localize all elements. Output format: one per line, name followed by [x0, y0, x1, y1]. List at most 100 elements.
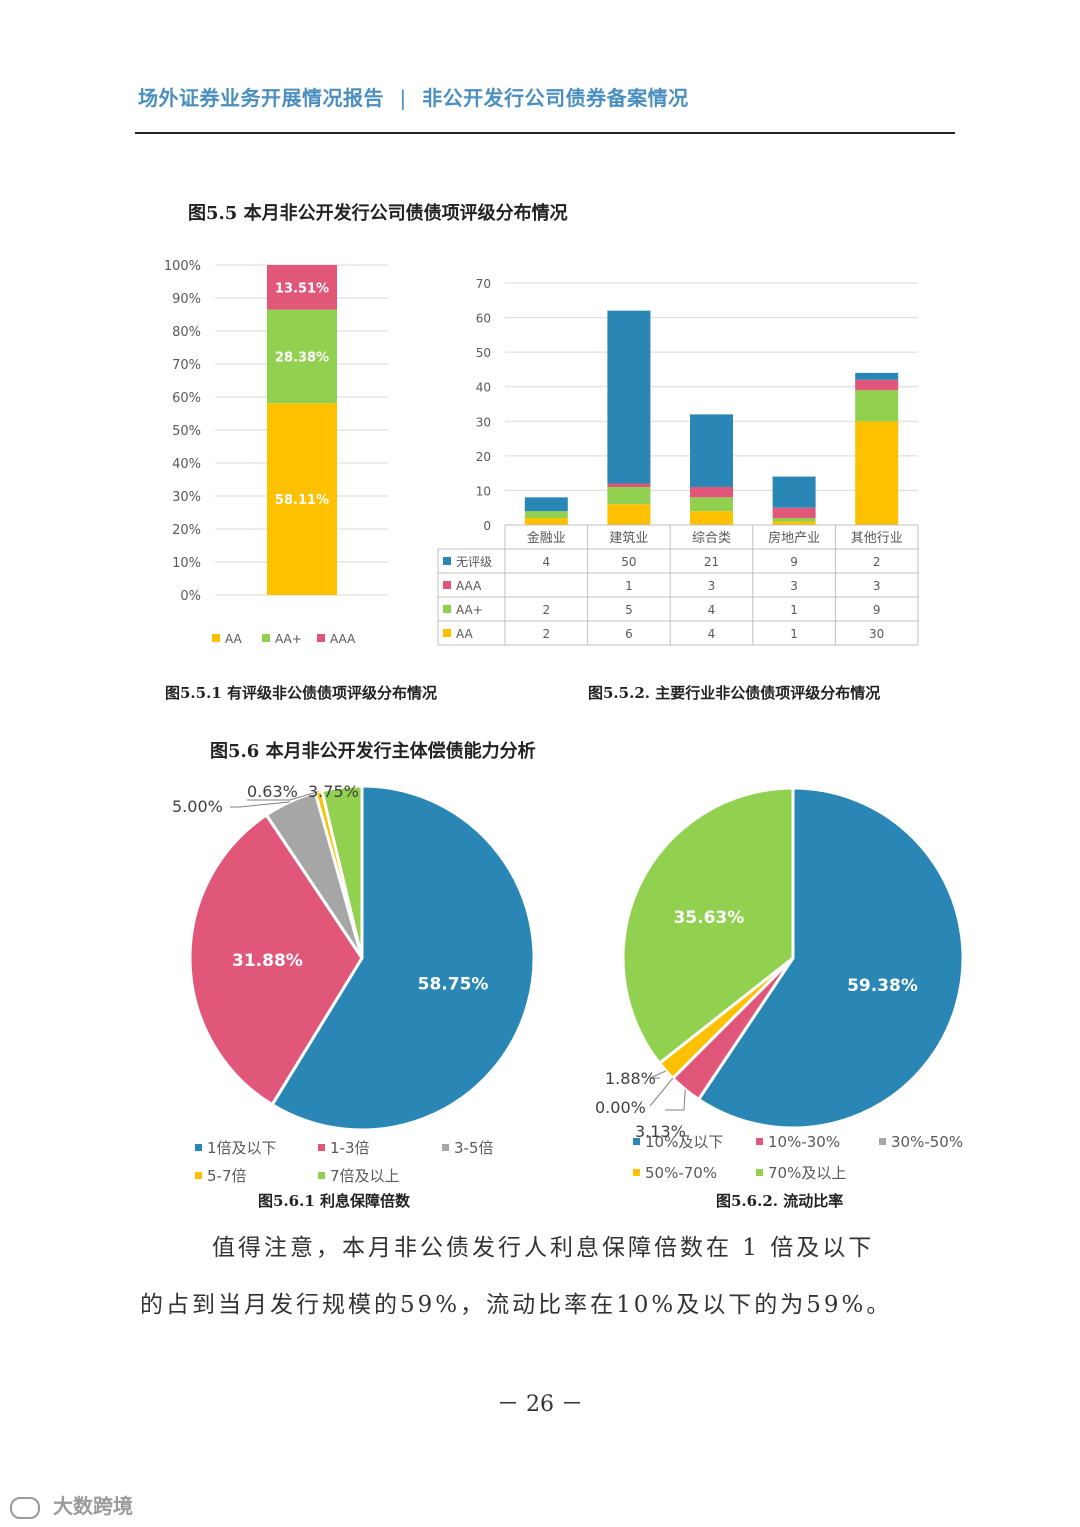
y-tick-label: 10% [172, 556, 201, 571]
bar-segment [607, 486, 651, 505]
legend-swatch [212, 634, 220, 642]
bar-segment [855, 379, 899, 391]
legend-label: 7倍及以上 [330, 1167, 400, 1185]
pie-data-label: 59.38% [847, 976, 918, 996]
table-cell: 2 [542, 603, 550, 617]
table-legend-swatch [443, 605, 451, 613]
x-tick-label: 房地产业 [768, 530, 820, 546]
table-cell: 3 [873, 579, 881, 593]
y-tick-label: 40% [172, 457, 201, 472]
legend-label: 30%-50% [891, 1133, 963, 1151]
legend-swatch [633, 1138, 640, 1145]
figure-5-5-2-caption: 图5.5.2. 主要行业非公债债项评级分布情况 [588, 684, 881, 702]
legend-label: AAA [330, 632, 356, 646]
table-cell: 3 [790, 579, 798, 593]
pie-data-label: 5.00% [172, 797, 223, 816]
legend-swatch [262, 634, 270, 642]
y-tick-label: 20% [172, 523, 201, 538]
legend-label: 3-5倍 [454, 1139, 494, 1157]
y-tick-label: 30 [476, 415, 491, 429]
table-series-label: 无评级 [456, 555, 492, 569]
legend-label: 10%及以下 [645, 1133, 723, 1151]
interest-coverage-slices [188, 784, 536, 1132]
x-tick-label: 金融业 [527, 530, 566, 546]
pie-data-label: 31.88% [232, 951, 303, 971]
y-tick-label: 10 [476, 484, 491, 498]
bar-segment [607, 310, 651, 484]
y-tick-label: 20 [476, 450, 491, 464]
watermark-logo-icon [10, 1496, 40, 1519]
table-legend-swatch [443, 629, 451, 637]
pie-data-label: 1.88% [605, 1069, 656, 1088]
table-cell: 2 [542, 627, 550, 641]
x-tick-label: 建筑业 [609, 530, 648, 546]
bar-segment-aaa [267, 265, 337, 310]
bar-segment [855, 372, 899, 380]
rating-stack-chart: 0% 10% 20% 30% 40% 50% 60% 70% 80% 90% 100% 58.11%… [164, 259, 388, 646]
bar-segment [855, 390, 899, 422]
header-title: 场外证券业务开展情况报告 | 非公开发行公司债券备案情况 [138, 82, 689, 111]
legend-label: 70%及以上 [768, 1164, 846, 1182]
pie-data-label: 35.63% [673, 908, 744, 928]
table-series-label: AAA [456, 579, 482, 593]
table-series-label: AA [456, 627, 474, 641]
bar-segment-aa [267, 403, 337, 595]
interest-coverage-labels: 58.75% 31.88% 5.00% 0.63% 3.75% [172, 782, 488, 995]
y-tick-label: 90% [172, 292, 201, 307]
y-tick-label: 70% [172, 358, 201, 373]
x-tick-label: 其他行业 [851, 531, 903, 546]
y-tick-label: 70 [476, 277, 491, 291]
bar-segment [690, 511, 733, 525]
table-cell: 9 [873, 603, 881, 617]
table-cell: 21 [704, 555, 719, 569]
pie-slice [621, 786, 795, 1066]
leader-line [649, 1077, 674, 1107]
paragraph-line-1: 值得注意，本月非公债发行人利息保障倍数在 1 倍及以下 [212, 1235, 875, 1261]
paragraph-line-2: 的占到当月发行规模的59%，流动比率在10%及以下的为59%。 [140, 1292, 893, 1318]
pie-data-label: 0.00% [595, 1098, 646, 1117]
bar-segment [772, 521, 816, 525]
current-ratio-pie: 59.38% 3.13% 0.00% 1.88% 35.63% 10%及以下 10%-30… [595, 786, 965, 1182]
x-tick-label: 综合类 [692, 531, 731, 546]
legend-swatch [318, 1172, 325, 1179]
legend-label: 10%-30% [768, 1133, 840, 1151]
legend-label: 1-3倍 [330, 1139, 370, 1157]
table-cell: 4 [542, 555, 550, 569]
data-label: 58.11% [275, 493, 329, 508]
watermark-text: 大数跨境 [52, 1494, 133, 1518]
leader-line [649, 1070, 667, 1079]
pie-slice [188, 812, 364, 1107]
legend-label: 50%-70% [645, 1164, 717, 1182]
current-ratio-legend: 10%及以下 10%-30% 30%-50% 50%-70% 70%及以上 [633, 1133, 963, 1182]
bar-segment [524, 497, 568, 512]
legend-swatch [317, 634, 325, 642]
y-tick-label: 0% [180, 589, 201, 604]
bar-segment [855, 421, 899, 525]
table-cell: 50 [621, 555, 636, 569]
legend-label: 5-7倍 [207, 1167, 247, 1185]
table-cell: 30 [869, 627, 884, 641]
y-tick-label: 0 [483, 519, 491, 533]
table-cell: 1 [625, 579, 633, 593]
legend-label: AA [225, 632, 243, 646]
page-number: － 26 － [497, 1392, 583, 1417]
table-cell: 1 [790, 603, 798, 617]
table-series-label: AA+ [456, 603, 483, 617]
leader-line [247, 791, 319, 801]
industry-y-ticks: 0 10 20 30 40 50 60 70 [476, 277, 491, 533]
table-cell: 4 [708, 627, 716, 641]
interest-coverage-pie: 58.75% 31.88% 5.00% 0.63% 3.75% 1倍及以下 1-3倍 3-5… [172, 782, 536, 1185]
pie-slice [320, 784, 364, 959]
figure-5-6-2-caption: 图5.6.2. 流动比率 [716, 1192, 844, 1210]
rating-y-ticks: 0% 10% 20% 30% 40% 50% 60% 70% 80% 90% 100% [164, 259, 201, 604]
y-tick-label: 30% [172, 490, 201, 505]
table-cell: 9 [790, 555, 798, 569]
pie-slice [696, 786, 965, 1130]
header-divider [135, 132, 955, 134]
legend-swatch [442, 1144, 449, 1151]
pie-slice [270, 784, 536, 1132]
bar-segment [772, 507, 816, 519]
bar-segment [690, 497, 733, 512]
figure-5-5-1-caption: 图5.5.1 有评级非公债债项评级分布情况 [165, 684, 437, 702]
